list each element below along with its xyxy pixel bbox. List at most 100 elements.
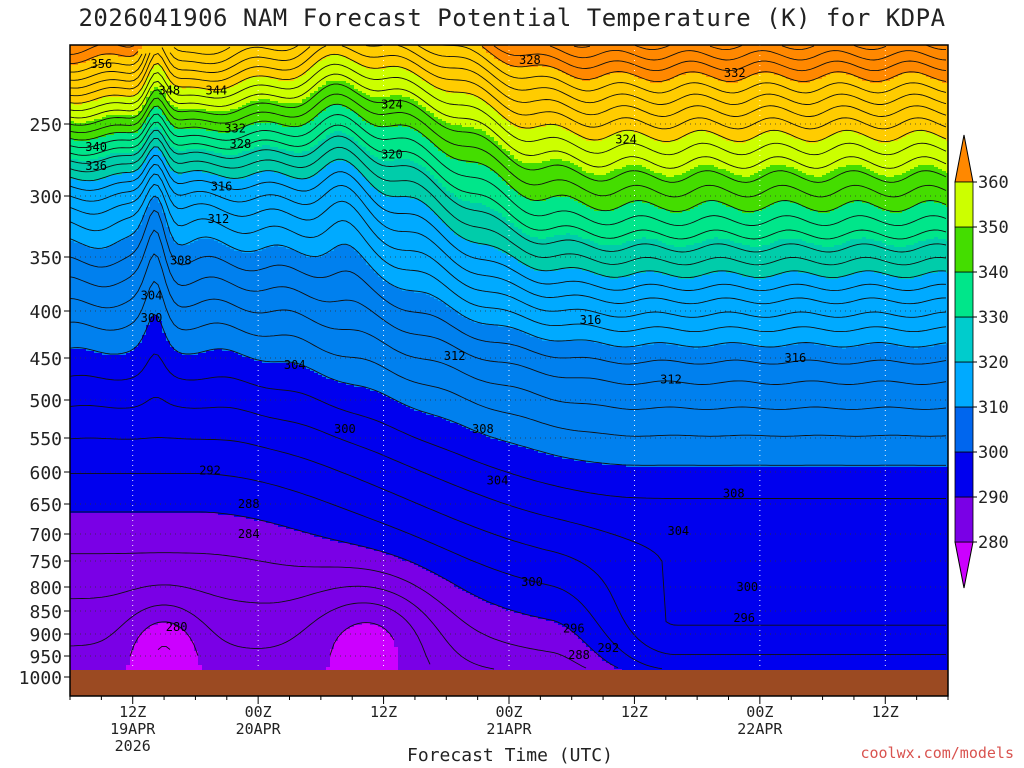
contour-fill-cell [106,135,111,156]
contour-fill-cell [514,613,519,670]
contour-fill-cell [450,231,455,310]
contour-fill-cell [426,139,431,172]
contour-fill-cell [846,241,851,276]
contour-fill-cell [294,531,299,670]
contour-fill-cell [262,145,267,172]
contour-fill-cell [194,355,199,514]
contour-fill-cell [386,197,391,284]
contour-fill-cell [122,513,127,670]
contour-fill-cell [298,127,303,154]
contour-fill-cell [910,467,915,670]
contour-line [573,45,591,48]
contour-fill-cell [122,57,127,98]
contour-fill-cell [146,45,151,78]
contour-fill-cell [70,65,75,104]
contour-fill-cell [846,165,851,204]
contour-fill-cell [686,279,691,348]
contour-fill-cell [126,45,131,58]
contour-fill-cell [742,467,747,670]
contour-fill-cell [382,127,387,162]
contour-fill-cell [886,275,891,346]
contour-fill-cell [346,59,351,84]
contour-fill-cell [842,205,847,244]
contour-fill-cell [842,167,847,206]
contour-fill-cell [74,159,79,180]
contour-fill-cell [898,247,903,280]
contour-fill-cell [450,423,455,584]
contour-fill-cell [654,273,659,344]
contour-fill-cell [694,73,699,132]
contour-fill-cell [762,73,767,134]
contour-fill-cell [162,213,167,334]
contour-fill-cell [390,127,395,162]
contour-fill-cell [182,173,187,246]
contour-fill-cell [858,79,863,136]
contour-fill-cell [262,45,267,78]
contour-fill-cell [94,139,99,160]
contour-fill-cell [526,163,531,200]
contour-fill-cell [550,341,555,456]
contour-fill-cell [342,107,347,134]
contour-fill-cell [854,467,859,670]
contour-fill-cell [126,665,131,670]
contour-fill-cell [358,117,363,146]
contour-fill-cell [590,341,595,464]
contour-fill-cell [98,55,103,100]
contour-fill-cell [246,519,251,670]
x-tick-label: 00Z [495,703,522,721]
contour-fill-cell [570,45,575,78]
contour-fill-cell [818,467,823,670]
contour-fill-cell [278,125,283,150]
contour-fill-cell [330,379,335,542]
contour-fill-cell [578,461,583,640]
contour-fill-cell [874,467,879,670]
contour-fill-cell [866,271,871,346]
contour-fill-cell [794,169,799,204]
contour-fill-cell [710,347,715,468]
contour-fill-cell [814,143,819,178]
contour-fill-cell [214,513,219,670]
contour-fill-cell [326,539,331,668]
contour-fill-cell [466,429,471,594]
contour-fill-cell [90,159,95,182]
contour-fill-cell [582,45,587,82]
contour-fill-cell [414,411,419,566]
contour-fill-cell [734,83,739,144]
contour-fill-cell [138,225,143,344]
contour-fill-cell [522,163,527,198]
contour-fill-cell [310,121,315,148]
contour-fill-cell [138,129,143,148]
contour-fill-cell [770,277,775,348]
contour-fill-cell [502,149,507,182]
contour-fill-cell [490,55,495,108]
contour-fill-cell [746,345,751,468]
contour-fill-cell [430,415,435,574]
contour-fill-cell [134,133,139,152]
contour-fill-cell [746,277,751,346]
contour-fill-cell [754,347,759,468]
contour-fill-cell [526,235,531,268]
contour-fill-cell [826,247,831,280]
contour-fill-cell [754,45,759,76]
contour-fill-cell [90,45,95,60]
contour-fill-cell [378,127,383,160]
contour-fill-cell [402,45,407,70]
contour-fill-cell [542,201,547,240]
contour-fill-cell [414,101,419,132]
contour-fill-cell [854,77,859,134]
contour-fill-cell [398,289,403,404]
contour-fill-cell [158,321,163,514]
contour-fill-cell [638,347,643,468]
contour-fill-cell [622,73,627,132]
contour-fill-cell [682,347,687,468]
contour-fill-cell [450,45,455,94]
contour-fill-cell [574,201,579,236]
contour-fill-cell [514,227,519,260]
contour-fill-cell [234,251,239,354]
contour-fill-cell [834,133,839,170]
contour-fill-cell [606,211,611,246]
contour-fill-cell [758,211,763,248]
contour-fill-cell [262,363,267,522]
contour-fill-cell [398,95,403,126]
